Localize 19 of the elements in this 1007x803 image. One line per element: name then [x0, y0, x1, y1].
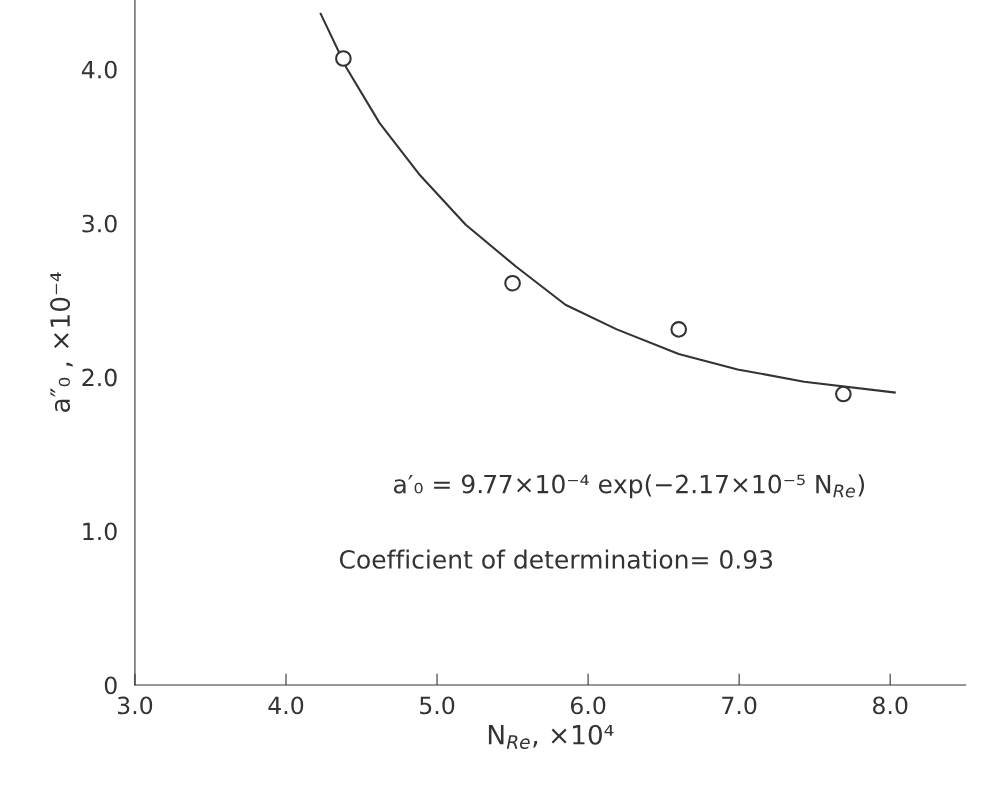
annotation: a′₀ = 9.77×10⁻⁴ exp(−2.17×10⁻⁵ N$_{Re}$) [393, 474, 865, 499]
point [835, 385, 852, 403]
x-tick-label: 4.0 [268, 696, 304, 715]
y-axis-title: a″₀ , ×10⁻⁴ [50, 272, 73, 412]
y-tick-label: 4.0 [81, 60, 117, 79]
x-tick-label: 5.0 [420, 696, 455, 715]
y-tick-label: 2.0 [82, 368, 117, 387]
x-tick-label: 3.0 [117, 696, 153, 715]
y-tick-label: 0 [104, 676, 117, 695]
point [670, 321, 688, 338]
y-tick-label: 1.0 [83, 522, 117, 541]
y-tick-label: 3.0 [82, 214, 117, 233]
x-axis-title: N$_{Re}$, ×10⁴ [488, 724, 614, 749]
point [504, 274, 521, 292]
x-tick-label: 7.0 [722, 696, 757, 715]
x-tick-label: 6.0 [570, 696, 606, 715]
annotation: Coefficient of determination= 0.93 [339, 549, 773, 569]
point [335, 50, 352, 67]
x-tick-label: 8.0 [873, 696, 908, 715]
